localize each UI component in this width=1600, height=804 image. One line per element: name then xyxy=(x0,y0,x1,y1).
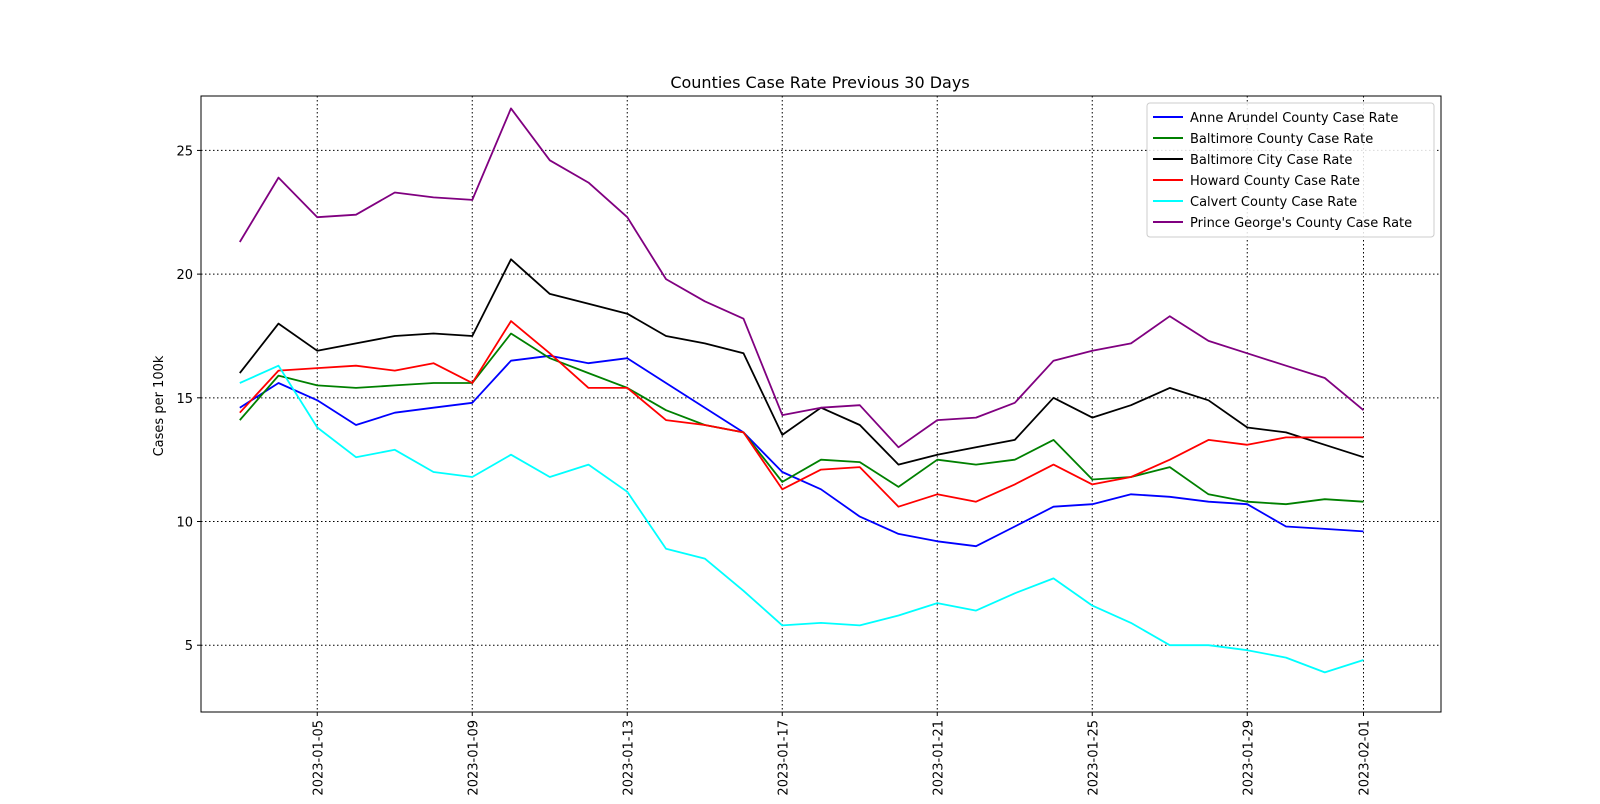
x-tick-label: 2023-01-21 xyxy=(931,720,946,796)
series-lines xyxy=(239,107,1365,674)
y-tick-label: 20 xyxy=(176,268,193,283)
legend-label: Calvert County Case Rate xyxy=(1190,195,1357,210)
y-tick-label: 15 xyxy=(176,392,193,407)
legend-label: Baltimore County Case Rate xyxy=(1190,132,1373,147)
y-axis-label: Cases per 100k xyxy=(152,355,167,456)
x-tick-label: 2023-02-01 xyxy=(1358,720,1373,796)
x-tick-label: 2023-01-25 xyxy=(1086,720,1101,796)
legend-label: Baltimore City Case Rate xyxy=(1190,153,1352,168)
y-tick-label: 10 xyxy=(176,516,193,531)
x-tick-label: 2023-01-05 xyxy=(311,720,326,796)
y-tick-label: 5 xyxy=(185,639,193,654)
axes: 5 10 15 20 25 2023-01-05 2023-01-09 2023-01-13 2… xyxy=(176,144,1372,795)
series-line xyxy=(239,258,1364,466)
chart-title: Counties Case Rate Previous 30 Days xyxy=(670,73,969,92)
x-tick-label: 2023-01-29 xyxy=(1241,720,1256,796)
legend-label: Prince George's County Case Rate xyxy=(1190,216,1412,231)
series-line xyxy=(239,332,1364,506)
series-line xyxy=(239,320,1364,508)
series-line xyxy=(239,107,1365,449)
legend[interactable]: Anne Arundel County Case Rate Baltimore C… xyxy=(1146,102,1435,238)
legend-label: Anne Arundel County Case Rate xyxy=(1190,111,1398,126)
x-tick-label: 2023-01-13 xyxy=(621,720,636,796)
y-tick-label: 25 xyxy=(176,144,193,159)
series-line xyxy=(239,364,1364,674)
x-tick-label: 2023-01-09 xyxy=(466,720,481,796)
legend-label: Howard County Case Rate xyxy=(1190,174,1360,189)
legend-box xyxy=(1146,102,1435,238)
plot-frame xyxy=(200,95,1442,713)
series-line xyxy=(239,354,1364,548)
x-tick-label: 2023-01-17 xyxy=(776,720,791,796)
